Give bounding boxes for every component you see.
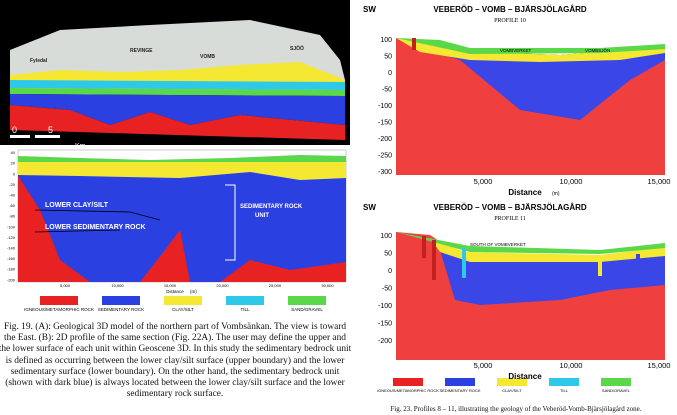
profile-label: LOWER SEDIMENTARY ROCK	[45, 224, 146, 231]
x-axis-label: Distance	[508, 372, 542, 381]
legend-label: CLAY/SILT	[172, 307, 194, 312]
profile-label: LOWER CLAY/SILT	[45, 202, 109, 209]
x-tick-label: 10,000	[111, 283, 124, 288]
legend-swatch	[164, 296, 202, 305]
scale-label: Km	[75, 143, 86, 150]
profile-side: SW	[363, 203, 376, 212]
y-tick-label: -40	[9, 192, 16, 197]
x-axis-label: Distance	[166, 289, 184, 294]
y-tick-label: 0	[388, 268, 392, 275]
x-tick-label: 5,000	[474, 177, 493, 186]
profile-label: VOMBVERKET	[500, 48, 532, 53]
profile-label: SEDIMENTARY ROCK	[240, 204, 303, 210]
profile-title: VEBERÖD – VOMB – BJÄRSJÖLAGÅRD	[433, 5, 587, 14]
y-tick-label: 100	[380, 37, 392, 44]
x-tick-label: 5,000	[474, 361, 493, 370]
scale-label: 0	[12, 125, 17, 135]
legend-label: SEDIMENTARY ROCK	[439, 388, 480, 393]
x-tick-label: 15,000	[648, 177, 671, 186]
model-label: REVINGE	[130, 48, 153, 54]
y-tick-label: -200	[378, 136, 392, 143]
profile-2d	[18, 150, 346, 282]
x-axis-unit: (m)	[552, 191, 560, 197]
y-tick-label: 0	[388, 70, 392, 77]
caption-line: the East. (B): 2D profile of the same se…	[0, 333, 370, 344]
y-tick-label: -300	[378, 169, 392, 176]
model-label: Fyledal	[30, 58, 48, 64]
caption-line: sedimentary rock surface.	[0, 389, 370, 400]
y-tick-label: -250	[378, 152, 392, 159]
caption-line: Fig. 19. (A): Geological 3D model of the…	[0, 322, 370, 333]
caption-line: the lower surface of each unit within Ge…	[0, 344, 370, 355]
y-tick-label: 50	[384, 250, 392, 257]
legend-swatch	[226, 296, 264, 305]
legend-swatch	[102, 296, 140, 305]
model-label: VOMB	[200, 54, 215, 60]
legend-label: SEDIMENTARY ROCK	[98, 307, 144, 312]
y-tick-label: -100	[378, 103, 392, 110]
caption-line: sedimentary surface (lower boundary). On…	[0, 367, 370, 378]
y-tick-label: -100	[378, 303, 392, 310]
legend-swatch	[40, 296, 78, 305]
profile-label: UNIT	[255, 213, 269, 219]
legend-swatch	[393, 378, 423, 386]
profile-side: SW	[363, 5, 376, 14]
y-tick-label: -200	[7, 277, 16, 282]
legend-label: IGNEOUS/METAMORPHIC ROCK	[24, 307, 94, 312]
profile-label: SOUTH OF VOMBVERKET	[470, 242, 526, 247]
y-tick-label: -160	[7, 256, 16, 261]
y-tick-label: -80	[9, 214, 16, 219]
scale-label: 5	[48, 125, 53, 135]
y-tick-label: -200	[378, 338, 392, 345]
y-tick-label: -120	[7, 235, 16, 240]
caption-line: (shown with dark blue) is always located…	[0, 378, 370, 389]
profile-10	[396, 38, 665, 175]
y-tick-label: 20	[11, 161, 16, 166]
y-tick-label: -140	[7, 245, 16, 250]
legend-swatch	[288, 296, 326, 305]
x-axis-unit: (m)	[190, 289, 197, 294]
y-tick-label: -180	[7, 267, 16, 272]
x-tick-label: 15,000	[164, 283, 177, 288]
profile-label: VOMBSJÖN	[585, 47, 610, 53]
x-tick-label: 10,000	[560, 177, 583, 186]
y-tick-label: -150	[378, 119, 392, 126]
legend-label: IGNEOUS/METAMORPHIC ROCK	[377, 388, 439, 393]
model-label: SJÖÖ	[290, 45, 304, 52]
legend-swatch	[549, 378, 579, 386]
y-tick-label: 40	[11, 150, 16, 155]
legend-swatch	[601, 378, 631, 386]
profile-subtitle: PROFILE 11	[494, 216, 526, 222]
legend-label: TILL	[560, 388, 569, 393]
x-tick-label: 15,000	[648, 361, 671, 370]
legend-label: SAND/GRAVEL	[291, 307, 323, 312]
page: {"figure19":{ "model_labels":["Fyledal",…	[0, 0, 677, 415]
y-tick-label: -60	[9, 203, 16, 208]
y-tick-label: -150	[378, 320, 392, 327]
y-tick-label: -50	[382, 86, 392, 93]
legend-label: SAND/GRAVEL	[602, 388, 631, 393]
y-tick-label: 0	[13, 171, 16, 176]
y-tick-label: -100	[7, 224, 16, 229]
caption-line: is defined as occurring between the lowe…	[0, 356, 370, 367]
profile-title: VEBERÖD – VOMB – BJÄRSJÖLAGÅRD	[433, 203, 587, 212]
legend-label: CLAY/SILT	[502, 388, 522, 393]
x-tick-label: 30,000	[321, 283, 334, 288]
x-tick-label: 25,000	[269, 283, 282, 288]
x-axis-label: Distance	[508, 188, 542, 197]
legend-label: TILL	[240, 307, 250, 312]
caption-23: Fig. 23. Profiles 8 – 11, illustrating t…	[355, 404, 677, 415]
caption-19: Fig. 19. (A): Geological 3D model of the…	[0, 322, 370, 400]
profile-11	[396, 232, 665, 360]
y-tick-label: -20	[9, 182, 16, 187]
y-tick-label: -50	[382, 285, 392, 292]
model-3d	[0, 0, 350, 145]
profile-subtitle: PROFILE 10	[494, 18, 526, 24]
y-tick-label: 100	[380, 233, 392, 240]
x-tick-label: 5,000	[60, 283, 71, 288]
x-tick-label: 20,000	[216, 283, 229, 288]
x-tick-label: 10,000	[560, 361, 583, 370]
y-tick-label: 50	[384, 53, 392, 60]
legend-swatch	[445, 378, 475, 386]
